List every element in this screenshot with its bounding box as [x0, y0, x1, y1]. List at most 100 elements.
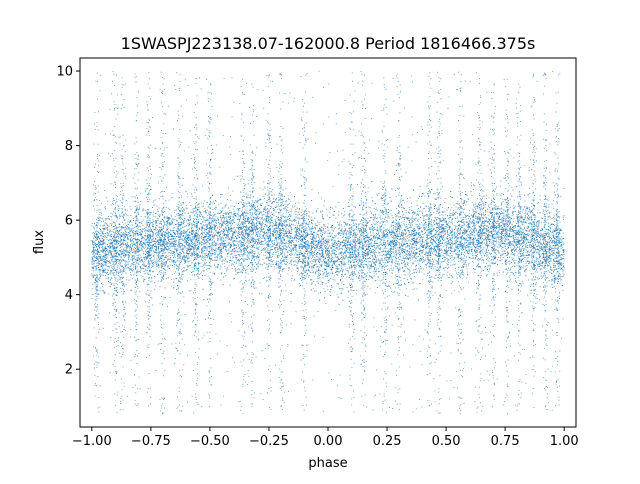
- data-point: [259, 203, 261, 205]
- data-point: [287, 267, 289, 269]
- data-point: [463, 237, 465, 239]
- data-point: [371, 238, 373, 240]
- data-point: [334, 235, 336, 237]
- data-point: [176, 251, 178, 253]
- data-point: [334, 256, 336, 258]
- data-point: [497, 259, 498, 261]
- data-point: [94, 298, 96, 300]
- data-point: [367, 258, 369, 259]
- data-point: [217, 267, 218, 269]
- data-point: [180, 248, 182, 250]
- data-point: [278, 266, 280, 268]
- data-point: [204, 239, 206, 241]
- data-point: [531, 262, 533, 264]
- data-point: [334, 250, 336, 252]
- data-point: [344, 211, 346, 213]
- data-point: [472, 256, 474, 258]
- data-point: [486, 259, 487, 260]
- data-point: [502, 212, 504, 214]
- data-point: [202, 185, 204, 187]
- data-point: [494, 201, 496, 203]
- data-point: [410, 226, 412, 228]
- data-point: [339, 244, 341, 246]
- data-point: [289, 235, 291, 237]
- data-point: [529, 223, 531, 225]
- data-point: [393, 291, 395, 293]
- data-point: [480, 215, 482, 217]
- data-point: [369, 257, 371, 259]
- data-point: [448, 258, 450, 260]
- data-point: [469, 242, 471, 244]
- data-point: [114, 275, 116, 277]
- data-point: [232, 243, 234, 244]
- data-point: [203, 269, 205, 271]
- data-point: [309, 256, 311, 258]
- data-point: [266, 226, 268, 228]
- data-point: [224, 260, 226, 262]
- data-point: [295, 202, 297, 204]
- data-point: [402, 258, 404, 259]
- data-point: [494, 240, 496, 242]
- data-point: [541, 233, 543, 235]
- data-point: [200, 202, 202, 204]
- data-point: [136, 224, 138, 226]
- data-point: [211, 230, 212, 232]
- data-point: [497, 235, 499, 237]
- data-point: [180, 259, 182, 261]
- data-point: [162, 211, 164, 213]
- data-point: [167, 236, 169, 238]
- data-point: [125, 240, 127, 242]
- data-point: [289, 251, 291, 252]
- data-point: [336, 294, 338, 296]
- data-point: [445, 253, 446, 255]
- data-point: [202, 265, 204, 267]
- data-point: [388, 251, 390, 253]
- data-point: [482, 253, 484, 255]
- data-point: [505, 214, 507, 216]
- data-point: [324, 268, 326, 270]
- data-point: [362, 246, 363, 248]
- data-point: [435, 217, 437, 219]
- data-point: [144, 246, 146, 248]
- data-point: [302, 260, 304, 262]
- data-point: [513, 239, 515, 241]
- data-point: [335, 235, 337, 237]
- data-point: [500, 253, 502, 255]
- data-point: [130, 258, 132, 260]
- data-point: [517, 258, 519, 260]
- data-point: [256, 241, 258, 242]
- data-point: [426, 215, 428, 217]
- data-point: [319, 221, 321, 223]
- data-point: [381, 243, 382, 245]
- data-point: [515, 259, 517, 261]
- data-point: [226, 219, 228, 221]
- data-point: [236, 243, 238, 245]
- data-point: [119, 276, 121, 278]
- data-point: [407, 262, 408, 264]
- data-point: [291, 278, 293, 280]
- data-point: [552, 248, 554, 249]
- data-point: [239, 220, 240, 222]
- data-point: [249, 233, 251, 235]
- data-point: [513, 228, 515, 230]
- data-point: [511, 187, 513, 188]
- data-point: [502, 249, 504, 251]
- data-point: [287, 262, 288, 264]
- data-point: [249, 245, 251, 247]
- data-point: [534, 225, 536, 227]
- data-point: [293, 244, 295, 246]
- data-point: [274, 264, 276, 266]
- data-point: [120, 265, 122, 267]
- data-point: [538, 266, 540, 268]
- data-point: [427, 253, 429, 255]
- data-point: [541, 262, 542, 264]
- data-point: [413, 269, 414, 271]
- data-point: [444, 230, 446, 232]
- data-point: [496, 235, 498, 237]
- data-point: [420, 236, 422, 238]
- data-point: [418, 241, 420, 243]
- data-point: [350, 248, 352, 250]
- data-point: [500, 194, 502, 196]
- data-point: [323, 248, 324, 250]
